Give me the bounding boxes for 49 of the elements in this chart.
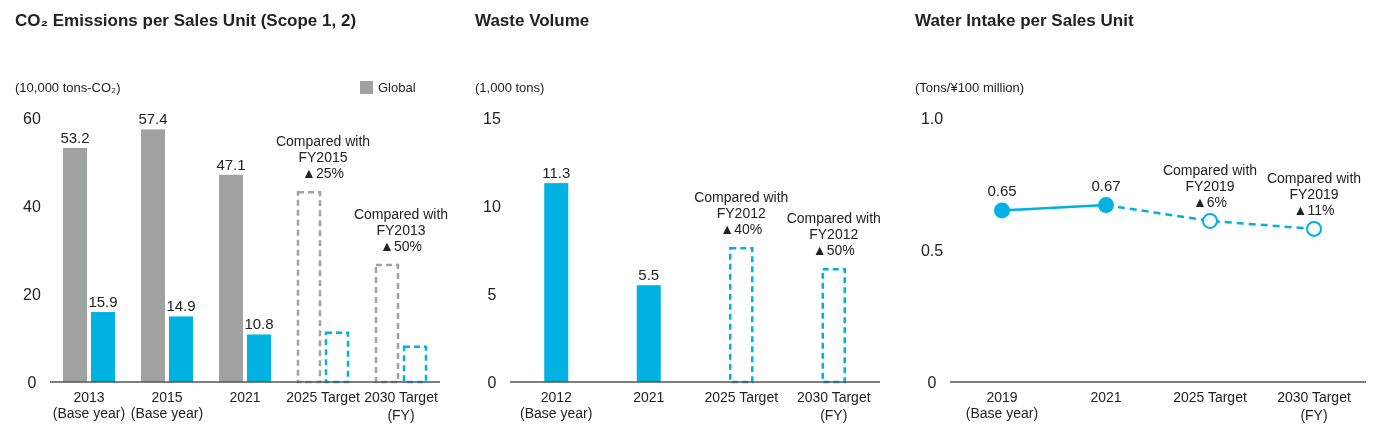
data-label: 15.9 [88, 293, 118, 311]
y-tick-label: 40 [23, 198, 41, 215]
x-tick-label: 2015 (Base year) [130, 389, 204, 422]
x-tick-label: 2021 [1090, 389, 1122, 405]
y-axis-title: (10,000 tons-CO₂) [15, 80, 121, 95]
data-label: 10.8 [244, 315, 274, 333]
data-label: 47.1 [216, 155, 246, 173]
annotation: Compared with FY2012 ▲50% [786, 210, 881, 259]
legend-label: Global [378, 80, 416, 95]
y-axis-title: (Tons/¥100 million) [915, 80, 1025, 95]
y-tick-label: 1.0 [920, 110, 944, 127]
x-tick-label: 2019 (Base year) [965, 389, 1039, 422]
x-axis-title: (FY) [387, 407, 415, 423]
x-tick-label: 2021 [633, 389, 665, 405]
y-tick-label: 60 [23, 110, 41, 127]
x-tick-label: 2021 [229, 389, 261, 405]
data-label: 53.2 [60, 128, 90, 146]
x-axis-title: (FY) [1300, 407, 1328, 423]
y-axis-title: (1,000 tons) [475, 80, 545, 95]
data-label: 5.5 [638, 266, 660, 284]
y-tick-label: 5 [487, 286, 497, 303]
data-label: 0.65 [987, 182, 1017, 200]
x-tick-label: 2013 (Base year) [52, 389, 126, 422]
y-tick-label: 20 [23, 286, 41, 303]
y-tick-label: 15 [483, 110, 501, 127]
chart-title: Waste Volume [475, 11, 590, 30]
y-tick-label: 0 [487, 374, 497, 391]
annotation: Compared with FY2019 ▲6% [1162, 161, 1258, 210]
chart-title: Water Intake per Sales Unit [915, 11, 1134, 30]
annotation: Compared with FY2013 ▲50% [353, 205, 449, 254]
x-tick-label: 2025 Target [1173, 389, 1247, 405]
data-label: 11.3 [542, 164, 571, 182]
x-tick-label: 2012 (Base year) [520, 389, 593, 422]
x-tick-label: 2030 Target [1277, 389, 1351, 405]
x-tick-label: 2025 Target [286, 389, 360, 405]
chart-title: CO₂ Emissions per Sales Unit (Scope 1, 2) [15, 11, 357, 30]
y-tick-label: 0.5 [920, 242, 944, 259]
x-axis-title: (FY) [820, 407, 848, 423]
x-tick-label: 2030 Target [796, 389, 871, 405]
y-tick-label: 0 [27, 374, 37, 391]
data-label: 14.9 [166, 297, 196, 315]
y-tick-label: 10 [483, 198, 501, 215]
y-tick-label: 0 [927, 374, 937, 391]
data-label: 57.4 [138, 110, 168, 128]
annotation: Compared with FY2015 ▲25% [275, 133, 371, 182]
x-tick-label: 2025 Target [704, 389, 779, 405]
annotation: Compared with FY2019 ▲11% [1266, 169, 1362, 218]
data-label: 0.67 [1091, 177, 1121, 195]
x-tick-label: 2030 Target [364, 389, 438, 405]
